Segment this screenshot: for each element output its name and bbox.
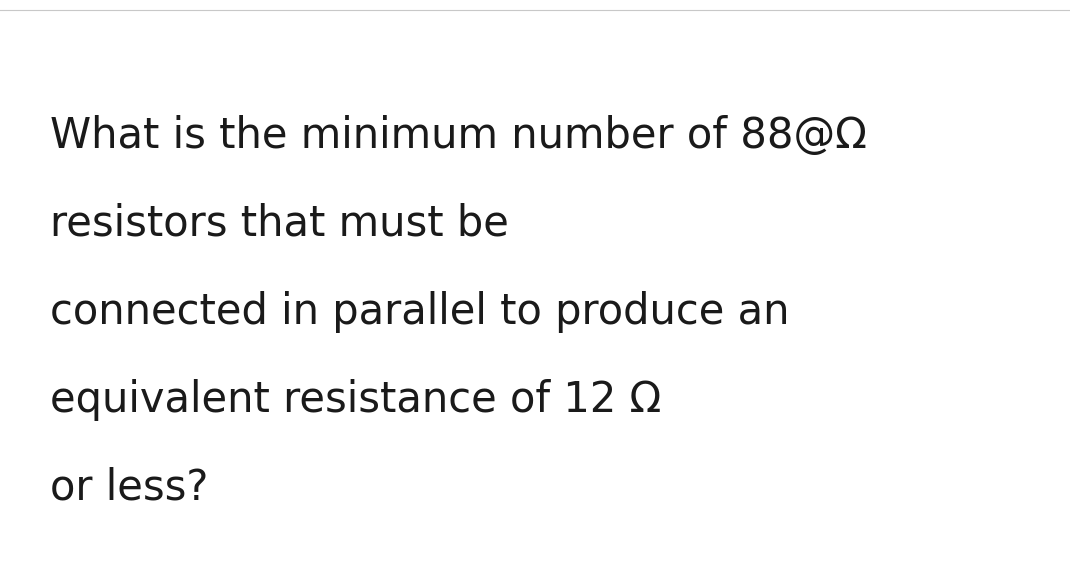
Text: or less?: or less?	[50, 467, 209, 509]
Text: equivalent resistance of 12 Ω: equivalent resistance of 12 Ω	[50, 379, 661, 421]
Text: What is the minimum number of 88@Ω: What is the minimum number of 88@Ω	[50, 115, 867, 157]
Text: resistors that must be: resistors that must be	[50, 203, 509, 245]
Text: connected in parallel to produce an: connected in parallel to produce an	[50, 291, 790, 333]
